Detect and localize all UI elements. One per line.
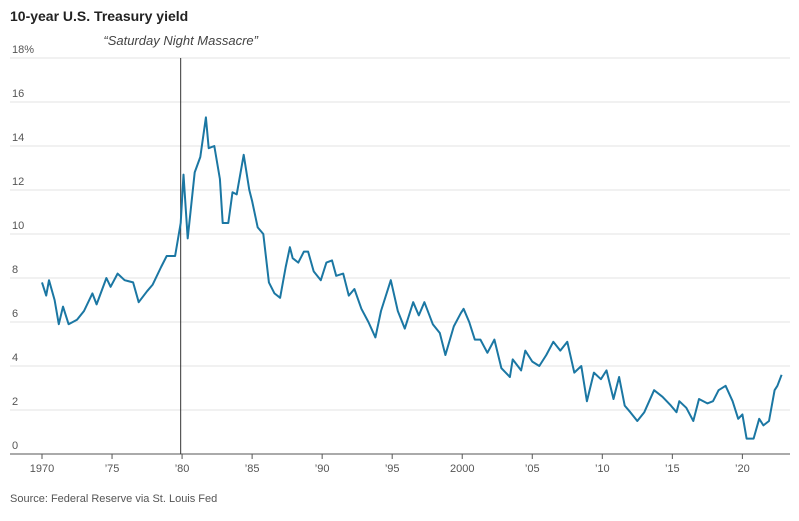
- x-tick-label: 2000: [450, 463, 474, 475]
- x-tick-label: ’10: [595, 463, 610, 475]
- x-tick-label: 1970: [30, 463, 54, 475]
- y-tick-label: 2: [12, 396, 18, 408]
- x-tick-label: ’90: [315, 463, 330, 475]
- x-tick-label: ’85: [245, 463, 260, 475]
- y-tick-label: 18%: [12, 44, 34, 56]
- annotation-label: “Saturday Night Massacre”: [103, 33, 258, 48]
- y-tick-label: 8: [12, 264, 18, 276]
- x-tick-label: ’20: [735, 463, 750, 475]
- y-tick-label: 12: [12, 176, 24, 188]
- y-tick-label: 16: [12, 88, 24, 100]
- x-tick-label: ’95: [385, 463, 400, 475]
- y-tick-label: 0: [12, 440, 18, 452]
- line: [41, 116, 783, 440]
- y-tick-label: 14: [12, 132, 24, 144]
- y-tick-label: 10: [12, 220, 24, 232]
- y-tick-label: 6: [12, 308, 18, 320]
- x-tick-label: ’75: [105, 463, 120, 475]
- x-tick-label: ’05: [525, 463, 540, 475]
- x-tick-label: ’80: [175, 463, 190, 475]
- y-tick-label: 4: [12, 352, 18, 364]
- chart-title: 10-year U.S. Treasury yield: [10, 8, 188, 24]
- x-tick-label: ’15: [665, 463, 680, 475]
- source: Source: Federal Reserve via St. Louis Fe…: [10, 493, 217, 505]
